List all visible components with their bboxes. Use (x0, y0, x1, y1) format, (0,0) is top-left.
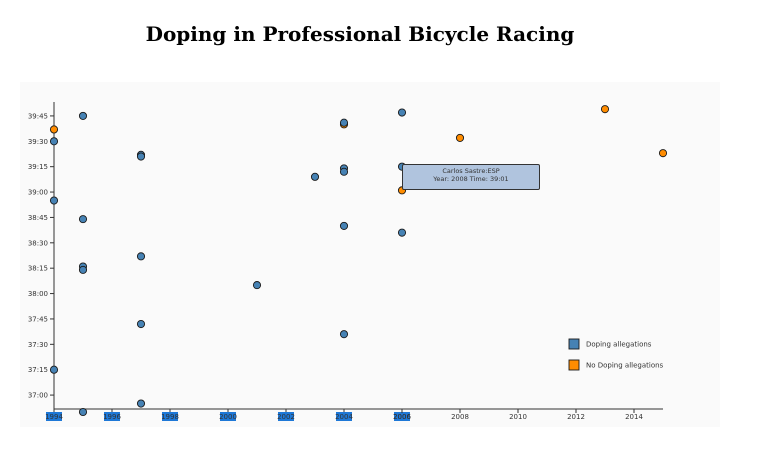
doping-point[interactable] (136, 399, 146, 408)
y-tick-label: 37:30 (28, 341, 48, 349)
y-tick-label: 39:00 (28, 189, 48, 197)
plot-background (20, 82, 720, 427)
x-tick-label: 1996 (103, 413, 121, 421)
doping-point[interactable] (78, 215, 88, 224)
x-tick-label: 2000 (219, 413, 237, 421)
doping-point[interactable] (339, 167, 349, 176)
y-tick-label: 38:30 (28, 239, 48, 247)
x-tick-label: 2012 (567, 413, 585, 421)
x-tick-highlight (220, 412, 236, 421)
x-tick-highlight (162, 412, 178, 421)
legend-swatch (568, 338, 580, 350)
doping-point[interactable] (397, 108, 407, 117)
y-tick-label: 39:15 (28, 163, 48, 171)
x-tick-label: 1994 (45, 413, 63, 421)
y-tick-label: 39:30 (28, 138, 48, 146)
x-tick-highlight (336, 412, 352, 421)
x-tick-label: 2014 (625, 413, 643, 421)
doping-point[interactable] (136, 319, 146, 329)
doping-point[interactable] (78, 407, 88, 417)
data-tooltip: Carlos Sastre:ESP Year: 2008 Time: 39:01 (402, 164, 540, 190)
y-tick-label: 38:00 (28, 290, 48, 298)
doping-point[interactable] (136, 152, 146, 161)
x-tick-label: 1998 (161, 413, 179, 421)
y-tick-label: 37:15 (28, 366, 48, 374)
doping-point[interactable] (252, 281, 262, 290)
doping-point[interactable] (339, 118, 349, 127)
doping-point[interactable] (49, 137, 59, 146)
y-tick-label: 38:15 (28, 265, 48, 273)
no-doping-point[interactable] (49, 125, 59, 134)
tooltip-name: Carlos Sastre:ESP (442, 167, 500, 175)
no-doping-point[interactable] (455, 133, 465, 142)
doping-point[interactable] (49, 196, 59, 205)
x-tick-highlight (104, 412, 120, 421)
no-doping-point[interactable] (658, 149, 668, 158)
doping-point[interactable] (339, 221, 349, 230)
x-tick-highlight (46, 412, 62, 421)
doping-point[interactable] (397, 228, 407, 237)
x-tick-label: 2006 (393, 413, 411, 421)
x-tick-label: 2010 (509, 413, 527, 421)
legend: Doping allegations No Doping allegations (568, 338, 664, 371)
y-tick-label: 39:45 (28, 112, 48, 120)
y-tick-label: 37:45 (28, 315, 48, 323)
no-doping-point[interactable] (600, 105, 610, 114)
x-tick-label: 2004 (335, 413, 353, 421)
legend-label: Doping allegations (586, 341, 652, 349)
doping-point[interactable] (49, 365, 59, 374)
doping-point[interactable] (78, 265, 88, 274)
x-tick-highlight (278, 412, 294, 421)
x-tick-highlight (394, 412, 410, 421)
x-tick-label: 2002 (277, 413, 295, 421)
doping-point[interactable] (310, 172, 320, 181)
tooltip-detail: Year: 2008 Time: 39:01 (433, 175, 509, 183)
legend-label: No Doping allegations (586, 362, 664, 370)
doping-point[interactable] (136, 252, 146, 261)
y-tick-label: 37:00 (28, 392, 48, 400)
y-tick-label: 38:45 (28, 214, 48, 222)
doping-point[interactable] (339, 330, 349, 339)
chart-title: Doping in Professional Bicycle Racing (145, 22, 575, 46)
y-axis: 39:45 39:30 39:15 39:00 38:45 38:30 38:15 38:00… (28, 102, 55, 409)
x-tick-label: 2008 (451, 413, 469, 421)
legend-swatch (568, 359, 580, 371)
doping-point[interactable] (78, 111, 88, 120)
x-tick-label: 2006 (393, 413, 411, 421)
data-points (49, 105, 668, 417)
